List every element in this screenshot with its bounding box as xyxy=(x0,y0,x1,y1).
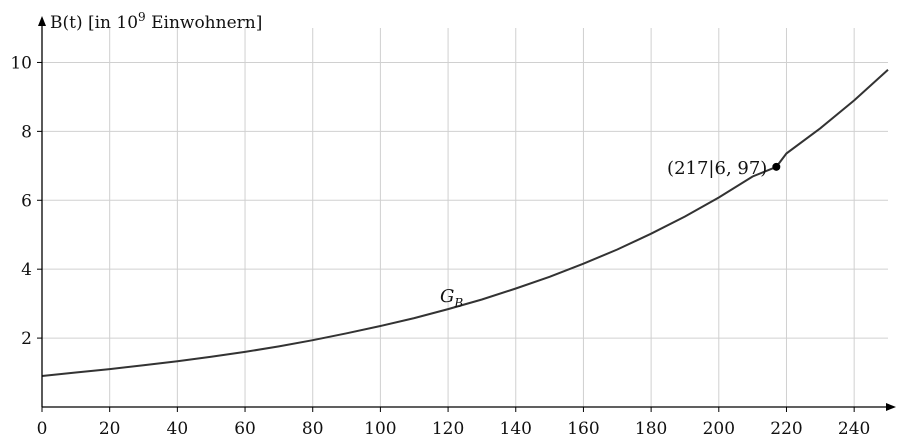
grid xyxy=(42,28,888,407)
series-label-main: G xyxy=(440,286,454,307)
marked-point xyxy=(772,162,781,171)
series-label-sub: B xyxy=(453,296,463,310)
ticks: 0 20 40 60 80 100 120 140 160 180 200 220 240 2 4 6 8 10 xyxy=(10,53,870,437)
x-tick-label: 220 xyxy=(770,419,802,437)
x-tick-label: 0 xyxy=(37,419,48,437)
point-label: (217|6, 97) xyxy=(667,158,767,179)
y-tick-label: 4 xyxy=(21,260,32,280)
axes xyxy=(38,16,896,411)
y-tick-label: 10 xyxy=(10,53,32,73)
curve-g-b xyxy=(41,68,889,377)
x-tick-label: 200 xyxy=(703,419,735,437)
y-axis-label-prefix: B(t) [in 10 xyxy=(50,13,138,33)
x-tick-label: 180 xyxy=(635,419,667,437)
y-tick-label: 6 xyxy=(21,191,32,211)
x-tick-label: 240 xyxy=(838,419,870,437)
y-tick-label: 2 xyxy=(21,329,32,349)
x-tick-label: 80 xyxy=(302,419,324,437)
x-axis-arrow xyxy=(886,403,896,411)
y-axis-label: B(t) [in 109 Einwohnern] xyxy=(50,10,262,33)
y-tick-label: 8 xyxy=(21,122,32,142)
y-axis-label-exponent: 9 xyxy=(138,10,146,24)
x-tick-label: 20 xyxy=(99,419,121,437)
x-tick-label: 60 xyxy=(234,419,256,437)
x-tick-label: 140 xyxy=(500,419,532,437)
points: (217|6, 97) xyxy=(667,158,781,179)
y-axis-label-suffix: Einwohnern] xyxy=(146,13,263,33)
y-axis-arrow xyxy=(38,16,46,26)
series-label-g-b: GB xyxy=(440,286,463,310)
x-tick-label: 160 xyxy=(567,419,599,437)
x-tick-label: 100 xyxy=(364,419,396,437)
x-tick-label: 40 xyxy=(167,419,189,437)
x-tick-label: 120 xyxy=(432,419,464,437)
